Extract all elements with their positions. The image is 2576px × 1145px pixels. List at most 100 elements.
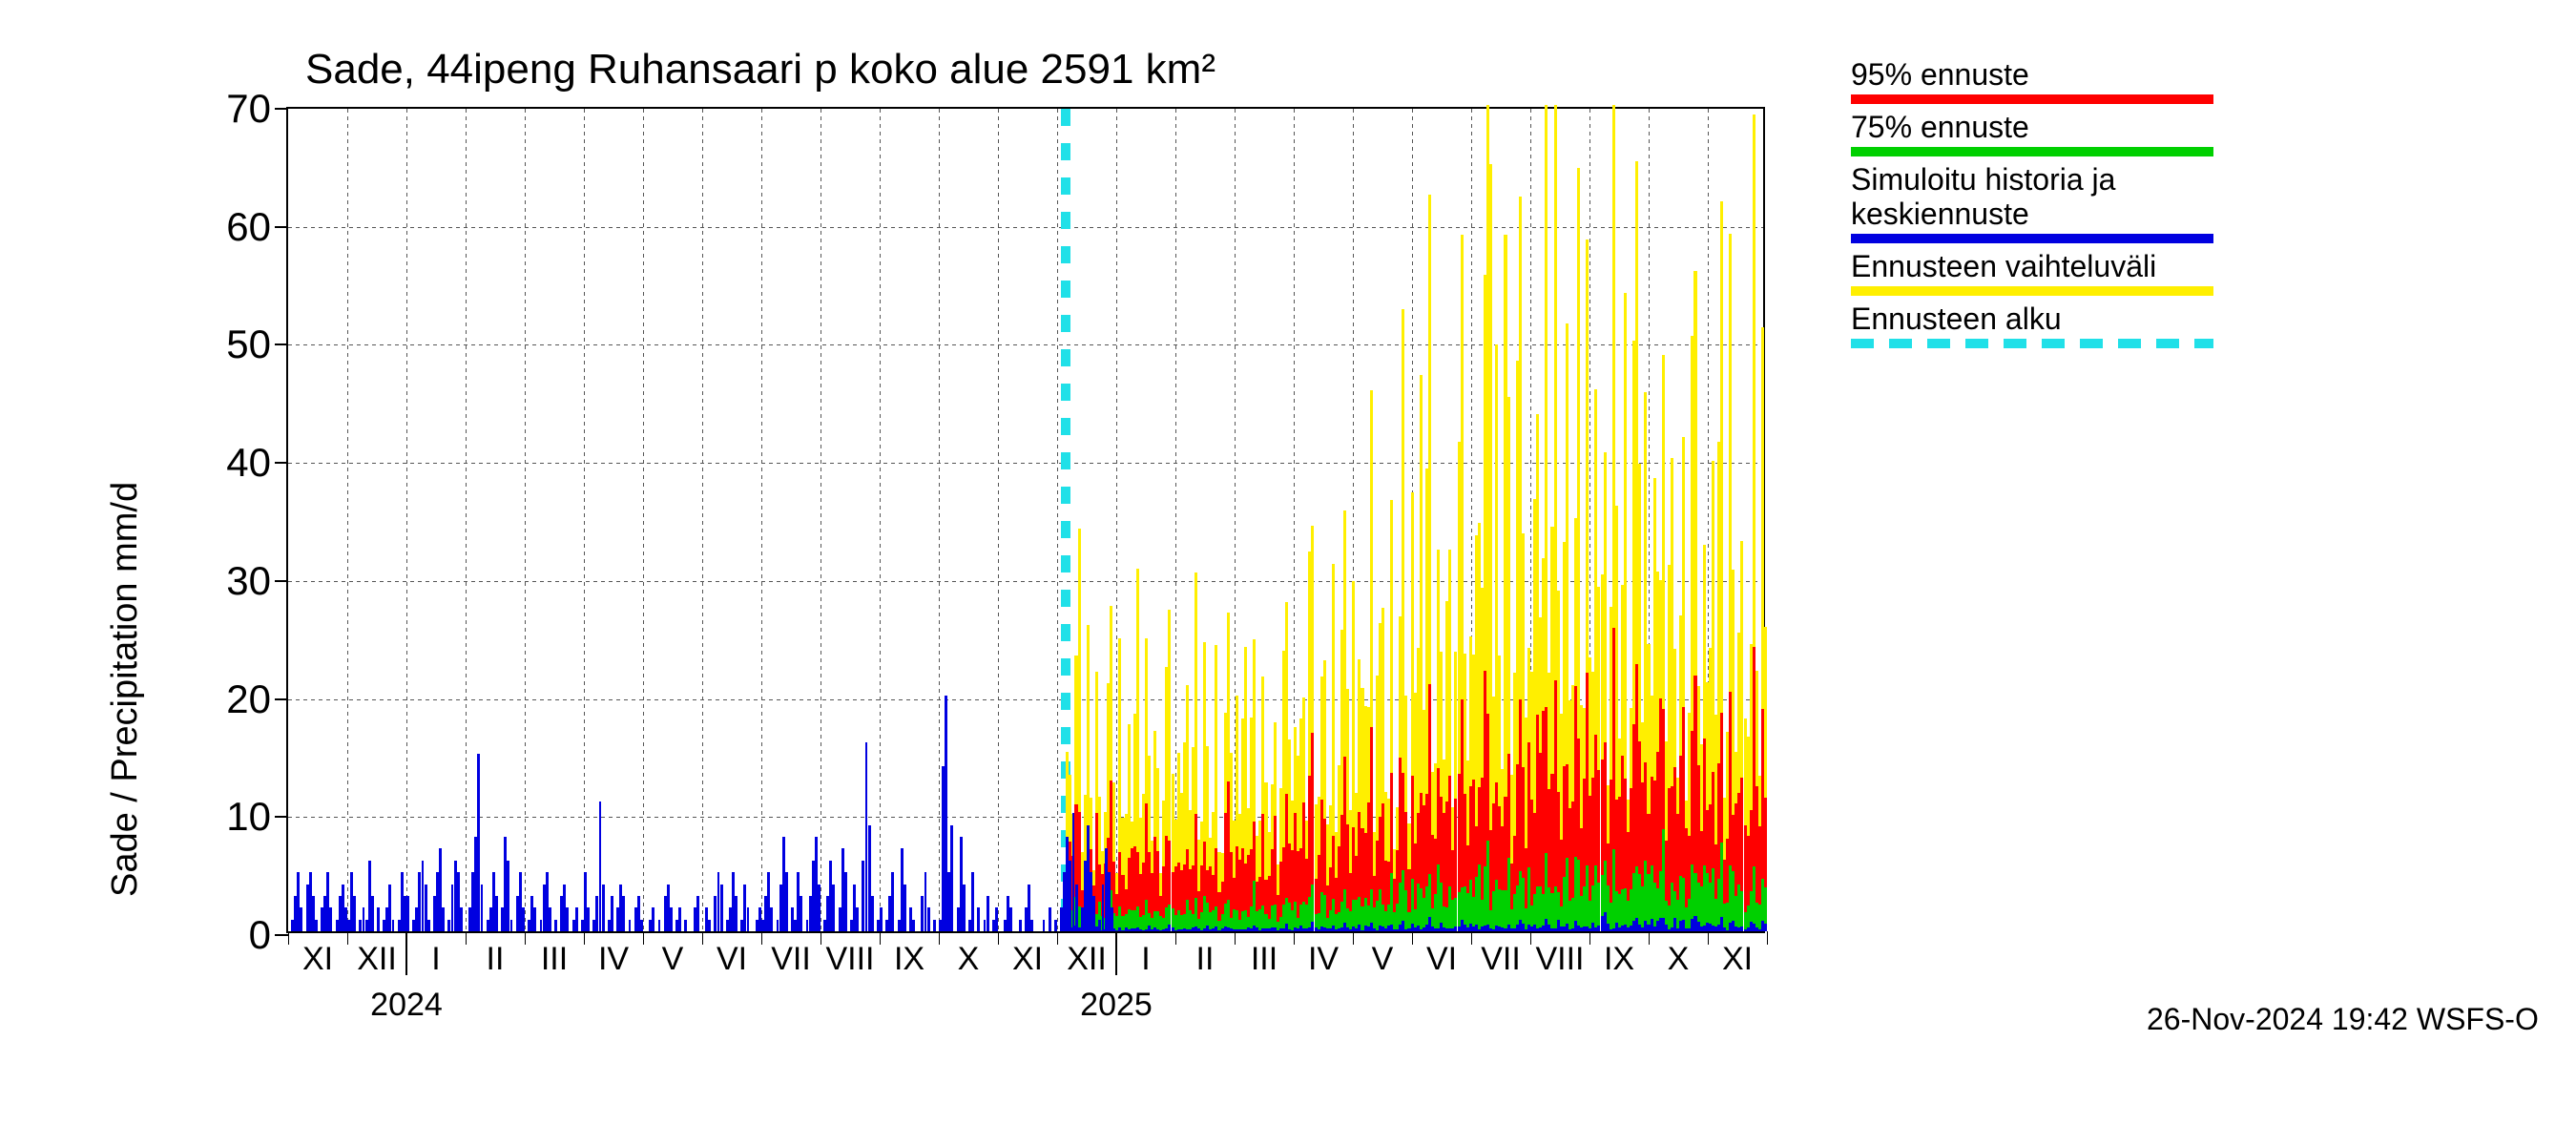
- legend-item: Ennusteen vaihteluväli: [1851, 249, 2213, 296]
- bar: [933, 920, 936, 931]
- bar: [300, 907, 302, 931]
- x-month-label: XI: [302, 931, 333, 978]
- x-month-label: II: [1196, 931, 1215, 978]
- bar: [481, 885, 484, 931]
- y-tick-label: 30: [195, 558, 288, 604]
- bar: [818, 885, 821, 931]
- x-month-tick: [525, 931, 526, 945]
- x-month-label: V: [662, 931, 684, 978]
- bar: [602, 885, 605, 931]
- legend-label: 75% ennuste: [1851, 110, 2213, 147]
- x-month-tick: [1294, 931, 1295, 945]
- bar: [371, 896, 374, 931]
- bar: [549, 907, 551, 931]
- x-month-label: IX: [1604, 931, 1634, 978]
- x-month-tick: [643, 931, 644, 945]
- bar: [652, 907, 654, 931]
- gridline-v: [702, 109, 703, 931]
- y-tick-label: 70: [195, 86, 288, 132]
- plot-area: 010203040506070XIXIIIIIIIIIVVVIVIIVIIIIX…: [286, 107, 1765, 933]
- x-month-tick: [1767, 931, 1768, 945]
- bar: [1764, 924, 1767, 931]
- legend-item: 95% ennuste: [1851, 57, 2213, 104]
- bars-layer: [288, 109, 1763, 931]
- x-month-label: VIII: [1535, 931, 1584, 978]
- bar: [392, 920, 395, 931]
- x-month-tick: [1589, 931, 1590, 945]
- bar: [844, 872, 847, 931]
- bar: [377, 907, 380, 931]
- x-month-label: VI: [717, 931, 747, 978]
- x-month-tick: [1471, 931, 1472, 945]
- legend-item: Ennusteen alku: [1851, 302, 2213, 348]
- bar: [856, 907, 859, 931]
- y-tick-label: 40: [195, 440, 288, 486]
- bar: [460, 907, 463, 931]
- gridline-v: [1116, 109, 1117, 931]
- x-month-tick: [347, 931, 348, 945]
- x-month-label: XI: [1012, 931, 1043, 978]
- bar: [1019, 920, 1022, 931]
- x-month-tick: [1353, 931, 1354, 945]
- gridline-v: [347, 109, 348, 931]
- bar: [927, 907, 930, 931]
- bar: [891, 872, 894, 931]
- bar: [971, 872, 974, 931]
- x-month-tick: [1175, 931, 1176, 945]
- bar: [678, 907, 681, 931]
- bar: [442, 907, 445, 931]
- y-tick-label: 0: [195, 912, 288, 958]
- bar: [871, 896, 874, 931]
- legend-item: Simuloitu historia jakeskiennuste: [1851, 162, 2213, 244]
- x-month-label: VII: [1481, 931, 1521, 978]
- bar: [1043, 920, 1046, 931]
- legend-swatch: [1851, 234, 2213, 243]
- legend-swatch: [1851, 94, 2213, 104]
- bar: [329, 907, 332, 931]
- gridline-h: [288, 344, 1763, 345]
- chart-title: Sade, 44ipeng Ruhansaari p koko alue 259…: [305, 46, 1215, 94]
- bar: [735, 896, 737, 931]
- legend-label: Ennusteen alku: [1851, 302, 2213, 339]
- bar: [315, 920, 318, 931]
- page: Sade, 44ipeng Ruhansaari p koko alue 259…: [0, 0, 2576, 1145]
- bar: [1030, 920, 1033, 931]
- bar: [950, 825, 953, 931]
- bar: [747, 907, 750, 931]
- bar: [1075, 885, 1078, 931]
- y-tick-label: 50: [195, 322, 288, 367]
- bar: [406, 896, 409, 931]
- x-month-label: VI: [1426, 931, 1457, 978]
- bar: [1111, 907, 1113, 931]
- x-month-tick: [702, 931, 703, 945]
- bar: [658, 920, 661, 931]
- x-month-tick: [1530, 931, 1531, 945]
- bar: [785, 872, 788, 931]
- bar: [622, 896, 625, 931]
- bar: [963, 885, 966, 931]
- bar: [353, 896, 356, 931]
- legend-swatch: [1851, 339, 2213, 348]
- bar: [495, 896, 498, 931]
- gridline-v: [584, 109, 585, 931]
- gridline-v: [525, 109, 526, 931]
- x-month-label: VIII: [825, 931, 874, 978]
- bar: [1092, 896, 1095, 931]
- bar: [522, 907, 525, 931]
- legend-item: 75% ennuste: [1851, 110, 2213, 156]
- x-month-label: III: [1251, 931, 1278, 978]
- y-tick-label: 10: [195, 794, 288, 840]
- x-month-tick: [998, 931, 999, 945]
- x-month-tick: [584, 931, 585, 945]
- x-month-label: X: [1668, 931, 1690, 978]
- x-month-label: IV: [598, 931, 629, 978]
- gridline-v: [998, 109, 999, 931]
- x-month-label: VII: [771, 931, 811, 978]
- bar: [995, 907, 998, 931]
- legend-label: Simuloitu historia jakeskiennuste: [1851, 162, 2213, 235]
- bar: [977, 907, 980, 931]
- bar: [670, 907, 673, 931]
- legend-label: Ennusteen vaihteluväli: [1851, 249, 2213, 286]
- gridline-h: [288, 227, 1763, 228]
- bar: [696, 896, 699, 931]
